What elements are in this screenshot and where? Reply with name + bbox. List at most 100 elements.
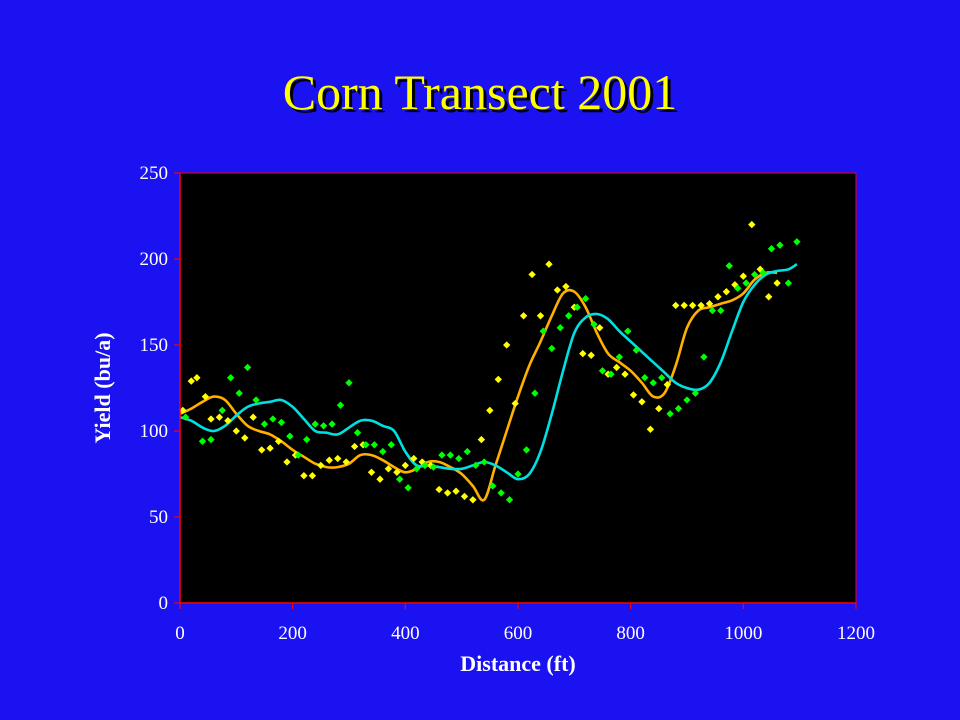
data-point (776, 241, 784, 249)
data-point (266, 444, 274, 452)
data-point (672, 301, 680, 310)
data-point (412, 465, 421, 473)
data-point (480, 458, 488, 466)
data-point (179, 406, 187, 415)
data-point (638, 398, 646, 406)
data-point (308, 472, 317, 480)
data-point (624, 327, 632, 335)
data-point (621, 370, 629, 378)
data-point (511, 399, 519, 408)
data-point (438, 451, 446, 459)
data-point (714, 293, 722, 301)
x-tick-label: 400 (391, 623, 420, 644)
data-point (243, 363, 252, 372)
y-tick-label: 100 (140, 421, 169, 442)
x-tick-label: 200 (278, 623, 307, 644)
data-point (472, 461, 480, 470)
data-point (700, 353, 708, 361)
data-point (367, 468, 376, 476)
data-point (674, 404, 683, 413)
data-point (505, 496, 514, 504)
data-point (641, 373, 649, 382)
data-point (503, 341, 511, 349)
data-point (277, 418, 286, 427)
data-point (463, 447, 471, 456)
data-point (396, 475, 404, 483)
data-point (658, 374, 666, 382)
x-tick-label: 1000 (724, 623, 762, 644)
data-point (303, 435, 311, 444)
data-point (581, 294, 590, 303)
data-point (258, 446, 266, 454)
data-point (342, 458, 350, 466)
data-point (274, 437, 283, 445)
data-point (215, 413, 224, 421)
data-point (207, 415, 215, 423)
data-point (249, 413, 257, 421)
data-point (683, 396, 691, 404)
data-point (497, 489, 505, 497)
y-axis-ticks: 0 50 100 150 200 250 (140, 163, 180, 614)
data-point (793, 238, 801, 246)
data-point (286, 432, 294, 440)
data-point (548, 344, 556, 353)
data-point (596, 324, 604, 332)
data-point (455, 454, 463, 463)
data-point (562, 282, 570, 291)
data-point (615, 353, 624, 361)
data-point (629, 391, 638, 399)
data-point (325, 456, 333, 464)
data-point (531, 389, 539, 397)
data-point (350, 442, 359, 451)
data-point (748, 220, 756, 229)
data-point (370, 441, 379, 449)
data-point (376, 475, 384, 483)
data-point (697, 301, 705, 310)
data-point (311, 420, 319, 428)
data-point (387, 441, 395, 449)
data-point (494, 375, 502, 384)
data-point (193, 374, 201, 382)
data-point (345, 379, 353, 387)
data-point (717, 306, 725, 315)
data-point (663, 380, 671, 389)
data-point (218, 406, 226, 415)
data-point (379, 447, 387, 456)
data-point (784, 279, 793, 287)
data-point (353, 429, 362, 437)
data-point (446, 451, 455, 459)
data-point (283, 458, 291, 466)
data-point (705, 300, 714, 308)
data-point (579, 349, 587, 358)
data-point (759, 269, 767, 277)
data-point (317, 461, 325, 470)
y-tick-label: 150 (140, 335, 169, 356)
data-point (181, 413, 190, 421)
data-point (708, 306, 717, 315)
data-point (680, 301, 688, 310)
data-point (334, 454, 342, 463)
y-tick-label: 0 (159, 593, 169, 614)
x-axis-ticks: 0 200 400 600 800 1000 1200 (175, 603, 875, 644)
slide-title: Corn Transect 2001 (282, 64, 678, 120)
data-point (655, 404, 663, 413)
data-point (773, 279, 781, 287)
x-axis-title: Distance (ft) (460, 651, 575, 676)
x-tick-label: 0 (175, 623, 185, 644)
data-point (336, 401, 345, 409)
y-tick-label: 250 (140, 163, 169, 184)
data-point (269, 415, 277, 423)
data-point (227, 374, 235, 382)
data-point (252, 396, 260, 404)
data-point (393, 468, 401, 476)
x-tick-label: 800 (616, 623, 645, 644)
data-point (519, 312, 528, 320)
data-point (421, 461, 429, 470)
data-point (688, 301, 697, 310)
data-point (319, 422, 328, 430)
data-point (514, 470, 522, 478)
data-point (750, 270, 759, 279)
data-point (384, 465, 393, 473)
data-point (691, 389, 700, 397)
